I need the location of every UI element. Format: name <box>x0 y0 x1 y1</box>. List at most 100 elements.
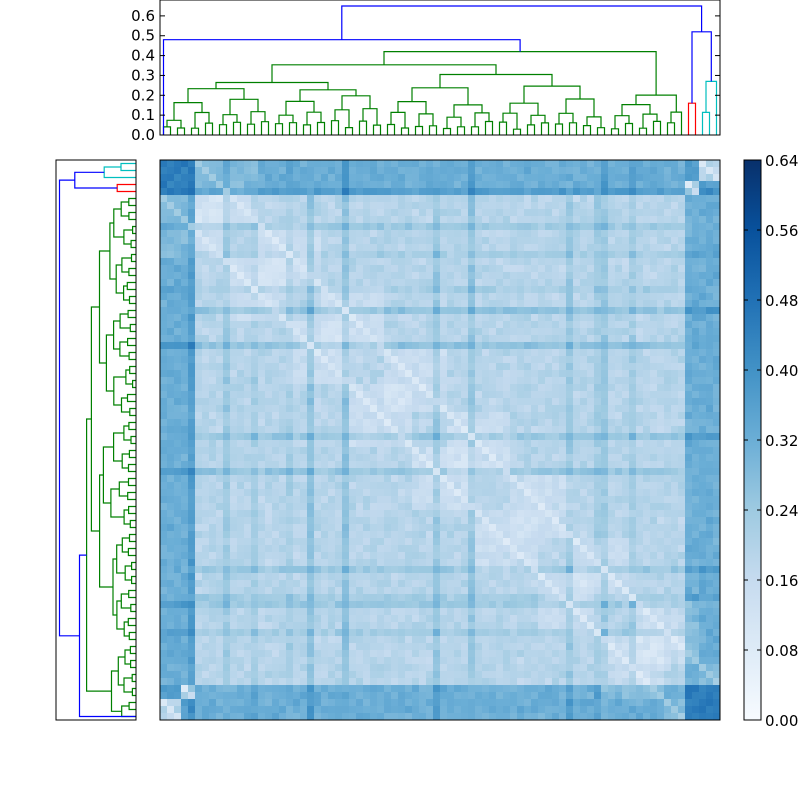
heatmap-cell <box>391 433 399 441</box>
heatmap-cell <box>272 587 280 595</box>
heatmap-cell <box>349 293 357 301</box>
heatmap-cell <box>664 398 672 406</box>
heatmap-cell <box>573 370 581 378</box>
heatmap-cell <box>216 384 224 392</box>
heatmap-cell <box>636 559 644 567</box>
heatmap-cell <box>370 363 378 371</box>
heatmap-cell <box>447 272 455 280</box>
heatmap-cell <box>489 216 497 224</box>
heatmap-cell <box>531 405 539 413</box>
heatmap-cell <box>426 454 434 462</box>
heatmap-cell <box>160 594 168 602</box>
heatmap-cell <box>559 454 567 462</box>
heatmap-cell <box>461 174 469 182</box>
heatmap-cell <box>195 580 203 588</box>
heatmap-cell <box>195 573 203 581</box>
heatmap-cell <box>223 587 231 595</box>
heatmap-cell <box>300 573 308 581</box>
heatmap-cell <box>545 510 553 518</box>
heatmap-cell <box>608 223 616 231</box>
heatmap-cell <box>307 223 315 231</box>
heatmap-cell <box>405 349 413 357</box>
heatmap-cell <box>454 419 462 427</box>
heatmap-cell <box>461 286 469 294</box>
heatmap-cell <box>167 167 175 175</box>
heatmap-cell <box>545 293 553 301</box>
heatmap-cell <box>482 503 490 511</box>
heatmap-cell <box>503 160 511 168</box>
heatmap-cell <box>216 356 224 364</box>
heatmap-cell <box>307 188 315 196</box>
heatmap-cell <box>272 566 280 574</box>
heatmap-cell <box>475 335 483 343</box>
heatmap-cell <box>531 370 539 378</box>
heatmap-cell <box>671 314 679 322</box>
heatmap-cell <box>636 167 644 175</box>
heatmap-cell <box>685 181 693 189</box>
heatmap-cell <box>412 524 420 532</box>
heatmap-cell <box>643 356 651 364</box>
heatmap-cell <box>482 538 490 546</box>
heatmap-cell <box>706 426 714 434</box>
heatmap-cell <box>230 594 238 602</box>
heatmap-cell <box>482 377 490 385</box>
heatmap-cell <box>692 552 700 560</box>
heatmap-cell <box>503 223 511 231</box>
heatmap-cell <box>223 286 231 294</box>
heatmap-cell <box>258 580 266 588</box>
heatmap-cell <box>573 307 581 315</box>
heatmap-cell <box>391 454 399 462</box>
heatmap-cell <box>335 426 343 434</box>
heatmap-cell <box>538 370 546 378</box>
heatmap-cell <box>293 475 301 483</box>
heatmap-cell <box>685 286 693 294</box>
heatmap-cell <box>678 517 686 525</box>
heatmap-cell <box>293 503 301 511</box>
heatmap-cell <box>342 482 350 490</box>
heatmap-cell <box>265 433 273 441</box>
heatmap-cell <box>405 356 413 364</box>
heatmap-cell <box>608 496 616 504</box>
heatmap-cell <box>475 545 483 553</box>
heatmap-cell <box>713 503 721 511</box>
heatmap-cell <box>475 489 483 497</box>
heatmap-cell <box>587 370 595 378</box>
heatmap-cell <box>545 286 553 294</box>
heatmap-cell <box>398 482 406 490</box>
heatmap-cell <box>706 524 714 532</box>
heatmap-cell <box>440 510 448 518</box>
heatmap-cell <box>272 545 280 553</box>
heatmap-cell <box>174 230 182 238</box>
heatmap-cell <box>384 265 392 273</box>
heatmap-cell <box>594 216 602 224</box>
heatmap-cell <box>328 454 336 462</box>
heatmap-cell <box>342 538 350 546</box>
heatmap-cell <box>594 454 602 462</box>
heatmap-cell <box>503 279 511 287</box>
heatmap-cell <box>531 202 539 210</box>
heatmap-cell <box>587 363 595 371</box>
heatmap-cell <box>622 363 630 371</box>
heatmap-cell <box>706 272 714 280</box>
heatmap-cell <box>650 370 658 378</box>
heatmap-cell <box>496 538 504 546</box>
heatmap-cell <box>188 391 196 399</box>
heatmap-cell <box>251 363 259 371</box>
heatmap-cell <box>664 314 672 322</box>
heatmap-cell <box>706 552 714 560</box>
heatmap-cell <box>286 363 294 371</box>
heatmap-cell <box>209 223 217 231</box>
heatmap-cell <box>650 510 658 518</box>
heatmap-cell <box>356 580 364 588</box>
heatmap-cell <box>559 258 567 266</box>
heatmap-cell <box>265 181 273 189</box>
heatmap-cell <box>377 419 385 427</box>
heatmap-cell <box>335 419 343 427</box>
heatmap-cell <box>482 265 490 273</box>
heatmap-cell <box>307 524 315 532</box>
heatmap-cell <box>419 195 427 203</box>
heatmap-cell <box>475 209 483 217</box>
heatmap-cell <box>503 461 511 469</box>
heatmap-cell <box>370 307 378 315</box>
heatmap-cell <box>349 300 357 308</box>
